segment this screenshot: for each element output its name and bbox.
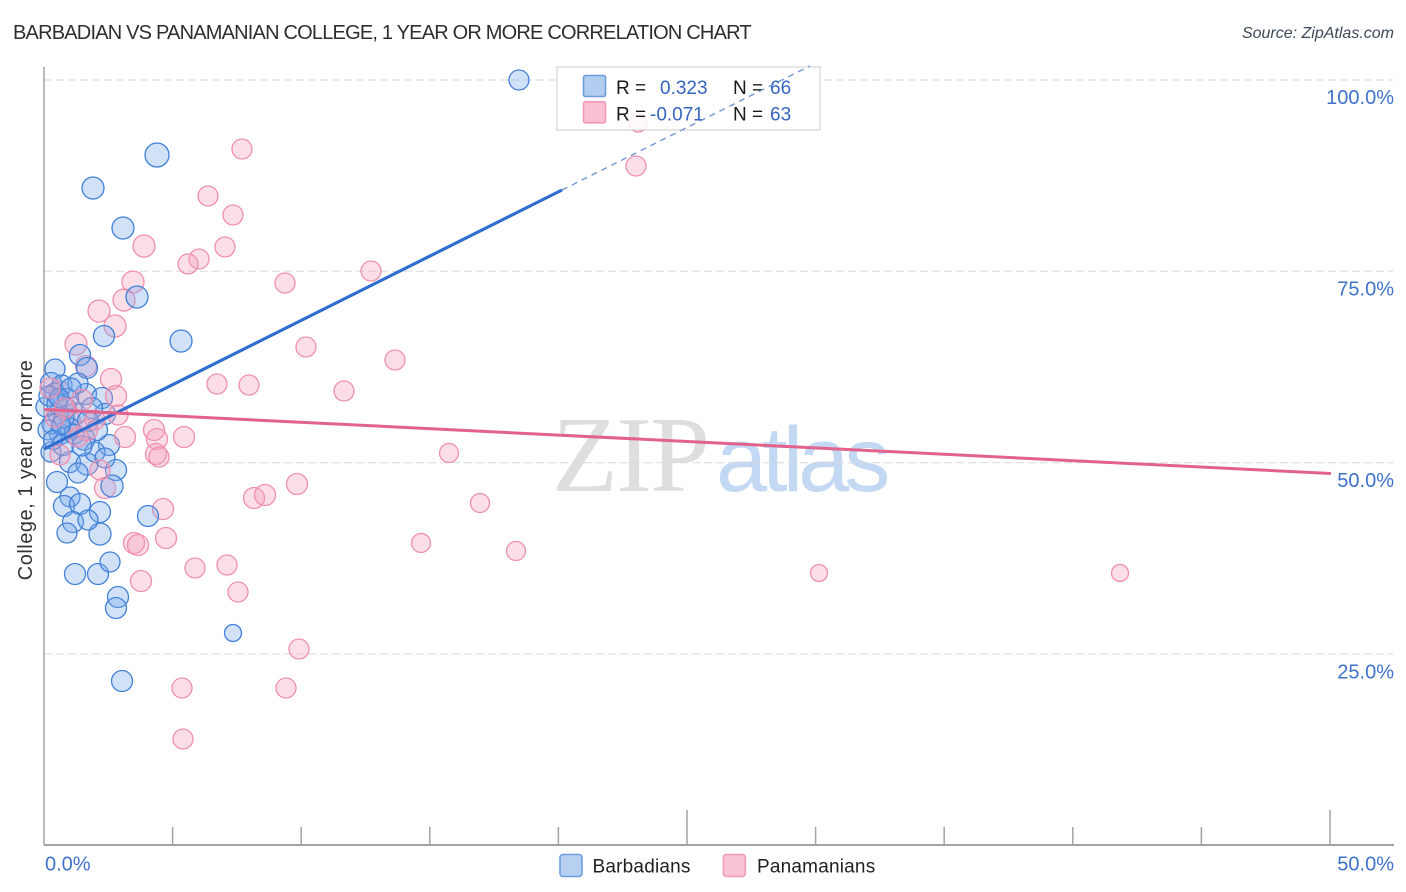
- svg-text:Source: ZipAtlas.com: Source: ZipAtlas.com: [1242, 25, 1394, 42]
- svg-text:50.0%: 50.0%: [1337, 854, 1394, 876]
- svg-text:0.323: 0.323: [660, 78, 708, 99]
- svg-text:N =: N =: [733, 105, 763, 126]
- svg-text:75.0%: 75.0%: [1337, 279, 1394, 301]
- svg-text:66: 66: [770, 78, 791, 99]
- svg-text:100.0%: 100.0%: [1326, 87, 1394, 109]
- svg-text:BARBADIAN VS PANAMANIAN COLLEG: BARBADIAN VS PANAMANIAN COLLEGE, 1 YEAR …: [13, 22, 751, 44]
- svg-text:63: 63: [770, 105, 791, 126]
- svg-text:50.0%: 50.0%: [1337, 470, 1394, 492]
- svg-text:-0.071: -0.071: [650, 105, 704, 126]
- svg-text:Panamanians: Panamanians: [757, 857, 875, 878]
- svg-text:Barbadians: Barbadians: [593, 857, 691, 878]
- svg-text:atlas: atlas: [716, 409, 887, 511]
- svg-text:R =: R =: [616, 105, 646, 126]
- svg-text:0.0%: 0.0%: [45, 854, 91, 876]
- svg-text:25.0%: 25.0%: [1337, 662, 1394, 684]
- svg-text:N =: N =: [733, 78, 763, 99]
- svg-text:College, 1 year or more: College, 1 year or more: [15, 360, 37, 580]
- svg-text:R =: R =: [616, 78, 646, 99]
- svg-text:ZIP: ZIP: [552, 396, 708, 515]
